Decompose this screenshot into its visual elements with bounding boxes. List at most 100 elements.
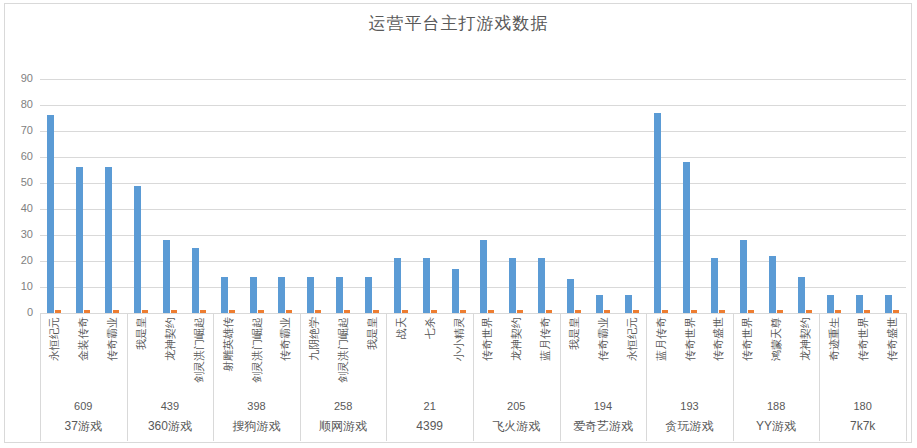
game-label: 传奇世界 [741, 317, 753, 391]
group-total: 180 [819, 399, 906, 413]
bar-secondary [142, 310, 148, 313]
bar-primary [885, 295, 892, 313]
game-label: 传奇霸业 [106, 317, 118, 391]
game-label: 战天 [395, 317, 407, 391]
group-total: 398 [213, 399, 300, 413]
y-tick-label: 70 [5, 125, 33, 136]
game-label: 龙神契约 [510, 317, 522, 391]
bar-primary [711, 258, 718, 313]
game-label: 小小精灵 [453, 317, 465, 391]
bar-secondary [691, 310, 697, 313]
chart-canvas: 运营平台主打游戏数据 0102030405060708090 永恒纪元金装传奇传… [0, 0, 917, 448]
bar-primary [596, 295, 603, 313]
game-label: 传奇盛世 [886, 317, 898, 391]
chart-title: 运营平台主打游戏数据 [0, 12, 917, 35]
group-platform: 贪玩游戏 [646, 418, 733, 434]
gridline [40, 261, 906, 262]
bar-secondary [517, 310, 523, 313]
bar-primary [856, 295, 863, 313]
bar-primary [740, 240, 747, 313]
bar-secondary [402, 310, 408, 313]
bar-secondary [546, 310, 552, 313]
bar-primary [47, 115, 54, 313]
y-tick-label: 30 [5, 229, 33, 240]
bar-secondary [806, 310, 812, 313]
bar-primary [538, 258, 545, 313]
game-label: 龙神契约 [799, 317, 811, 391]
bar-primary [250, 277, 257, 313]
bar-secondary [315, 310, 321, 313]
bar-secondary [835, 310, 841, 313]
bar-secondary [633, 310, 639, 313]
bar-secondary [431, 310, 437, 313]
bar-secondary [488, 310, 494, 313]
group-total: 194 [560, 399, 647, 413]
bar-primary [798, 277, 805, 313]
bar-primary [307, 277, 314, 313]
game-label: 龙神契约 [164, 317, 176, 391]
bar-secondary [286, 310, 292, 313]
bar-secondary [200, 310, 206, 313]
bar-primary [827, 295, 834, 313]
game-label: 传奇世界 [857, 317, 869, 391]
bar-primary [654, 113, 661, 313]
bar-primary [769, 256, 776, 313]
game-label: 剑灵洪门崛起 [337, 317, 349, 391]
gridline [40, 287, 906, 288]
bar-secondary [575, 310, 581, 313]
bar-primary [221, 277, 228, 313]
game-label: 剑灵洪门崛起 [251, 317, 263, 391]
group-platform: 360游戏 [127, 418, 214, 434]
bar-secondary [373, 310, 379, 313]
bar-secondary [893, 310, 899, 313]
y-tick-label: 90 [5, 73, 33, 84]
y-tick-label: 50 [5, 177, 33, 188]
game-label: 七杀 [424, 317, 436, 391]
bar-primary [278, 277, 285, 313]
bar-secondary [777, 310, 783, 313]
bar-primary [105, 167, 112, 313]
group-platform: 7k7k [819, 418, 906, 434]
bar-primary [480, 240, 487, 313]
bar-secondary [229, 310, 235, 313]
gridline [40, 209, 906, 210]
y-tick-label: 60 [5, 151, 33, 162]
game-label: 传奇霸业 [597, 317, 609, 391]
game-label: 传奇世界 [481, 317, 493, 391]
bar-secondary [258, 310, 264, 313]
group-total: 193 [646, 399, 733, 413]
game-label: 永恒纪元 [626, 317, 638, 391]
bar-secondary [864, 310, 870, 313]
game-label: 我是皇 [135, 317, 147, 391]
group-platform: 飞火游戏 [473, 418, 560, 434]
bar-primary [394, 258, 401, 313]
y-tick-label: 0 [5, 307, 33, 318]
bar-primary [509, 258, 516, 313]
game-label: 永恒纪元 [48, 317, 60, 391]
game-label: 传奇霸业 [279, 317, 291, 391]
bar-primary [163, 240, 170, 313]
game-label: 剑灵洪门崛起 [193, 317, 205, 391]
game-label: 传奇世界 [684, 317, 696, 391]
bar-secondary [748, 310, 754, 313]
gridline [40, 131, 906, 132]
game-label: 金装传奇 [77, 317, 89, 391]
bar-secondary [719, 310, 725, 313]
gridline [40, 79, 906, 80]
game-label: 鸿蒙天尊 [770, 317, 782, 391]
bar-primary [625, 295, 632, 313]
bar-primary [76, 167, 83, 313]
bar-secondary [344, 310, 350, 313]
game-label: 射雕英雄传 [222, 317, 234, 391]
bar-secondary [55, 310, 61, 313]
bar-primary [365, 277, 372, 313]
bar-primary [567, 279, 574, 313]
gridline [40, 235, 906, 236]
gridline [40, 105, 906, 106]
bar-primary [683, 162, 690, 313]
gridline [40, 157, 906, 158]
bar-primary [134, 186, 141, 313]
game-label: 我是皇 [568, 317, 580, 391]
y-tick-label: 80 [5, 99, 33, 110]
group-total: 258 [300, 399, 387, 413]
